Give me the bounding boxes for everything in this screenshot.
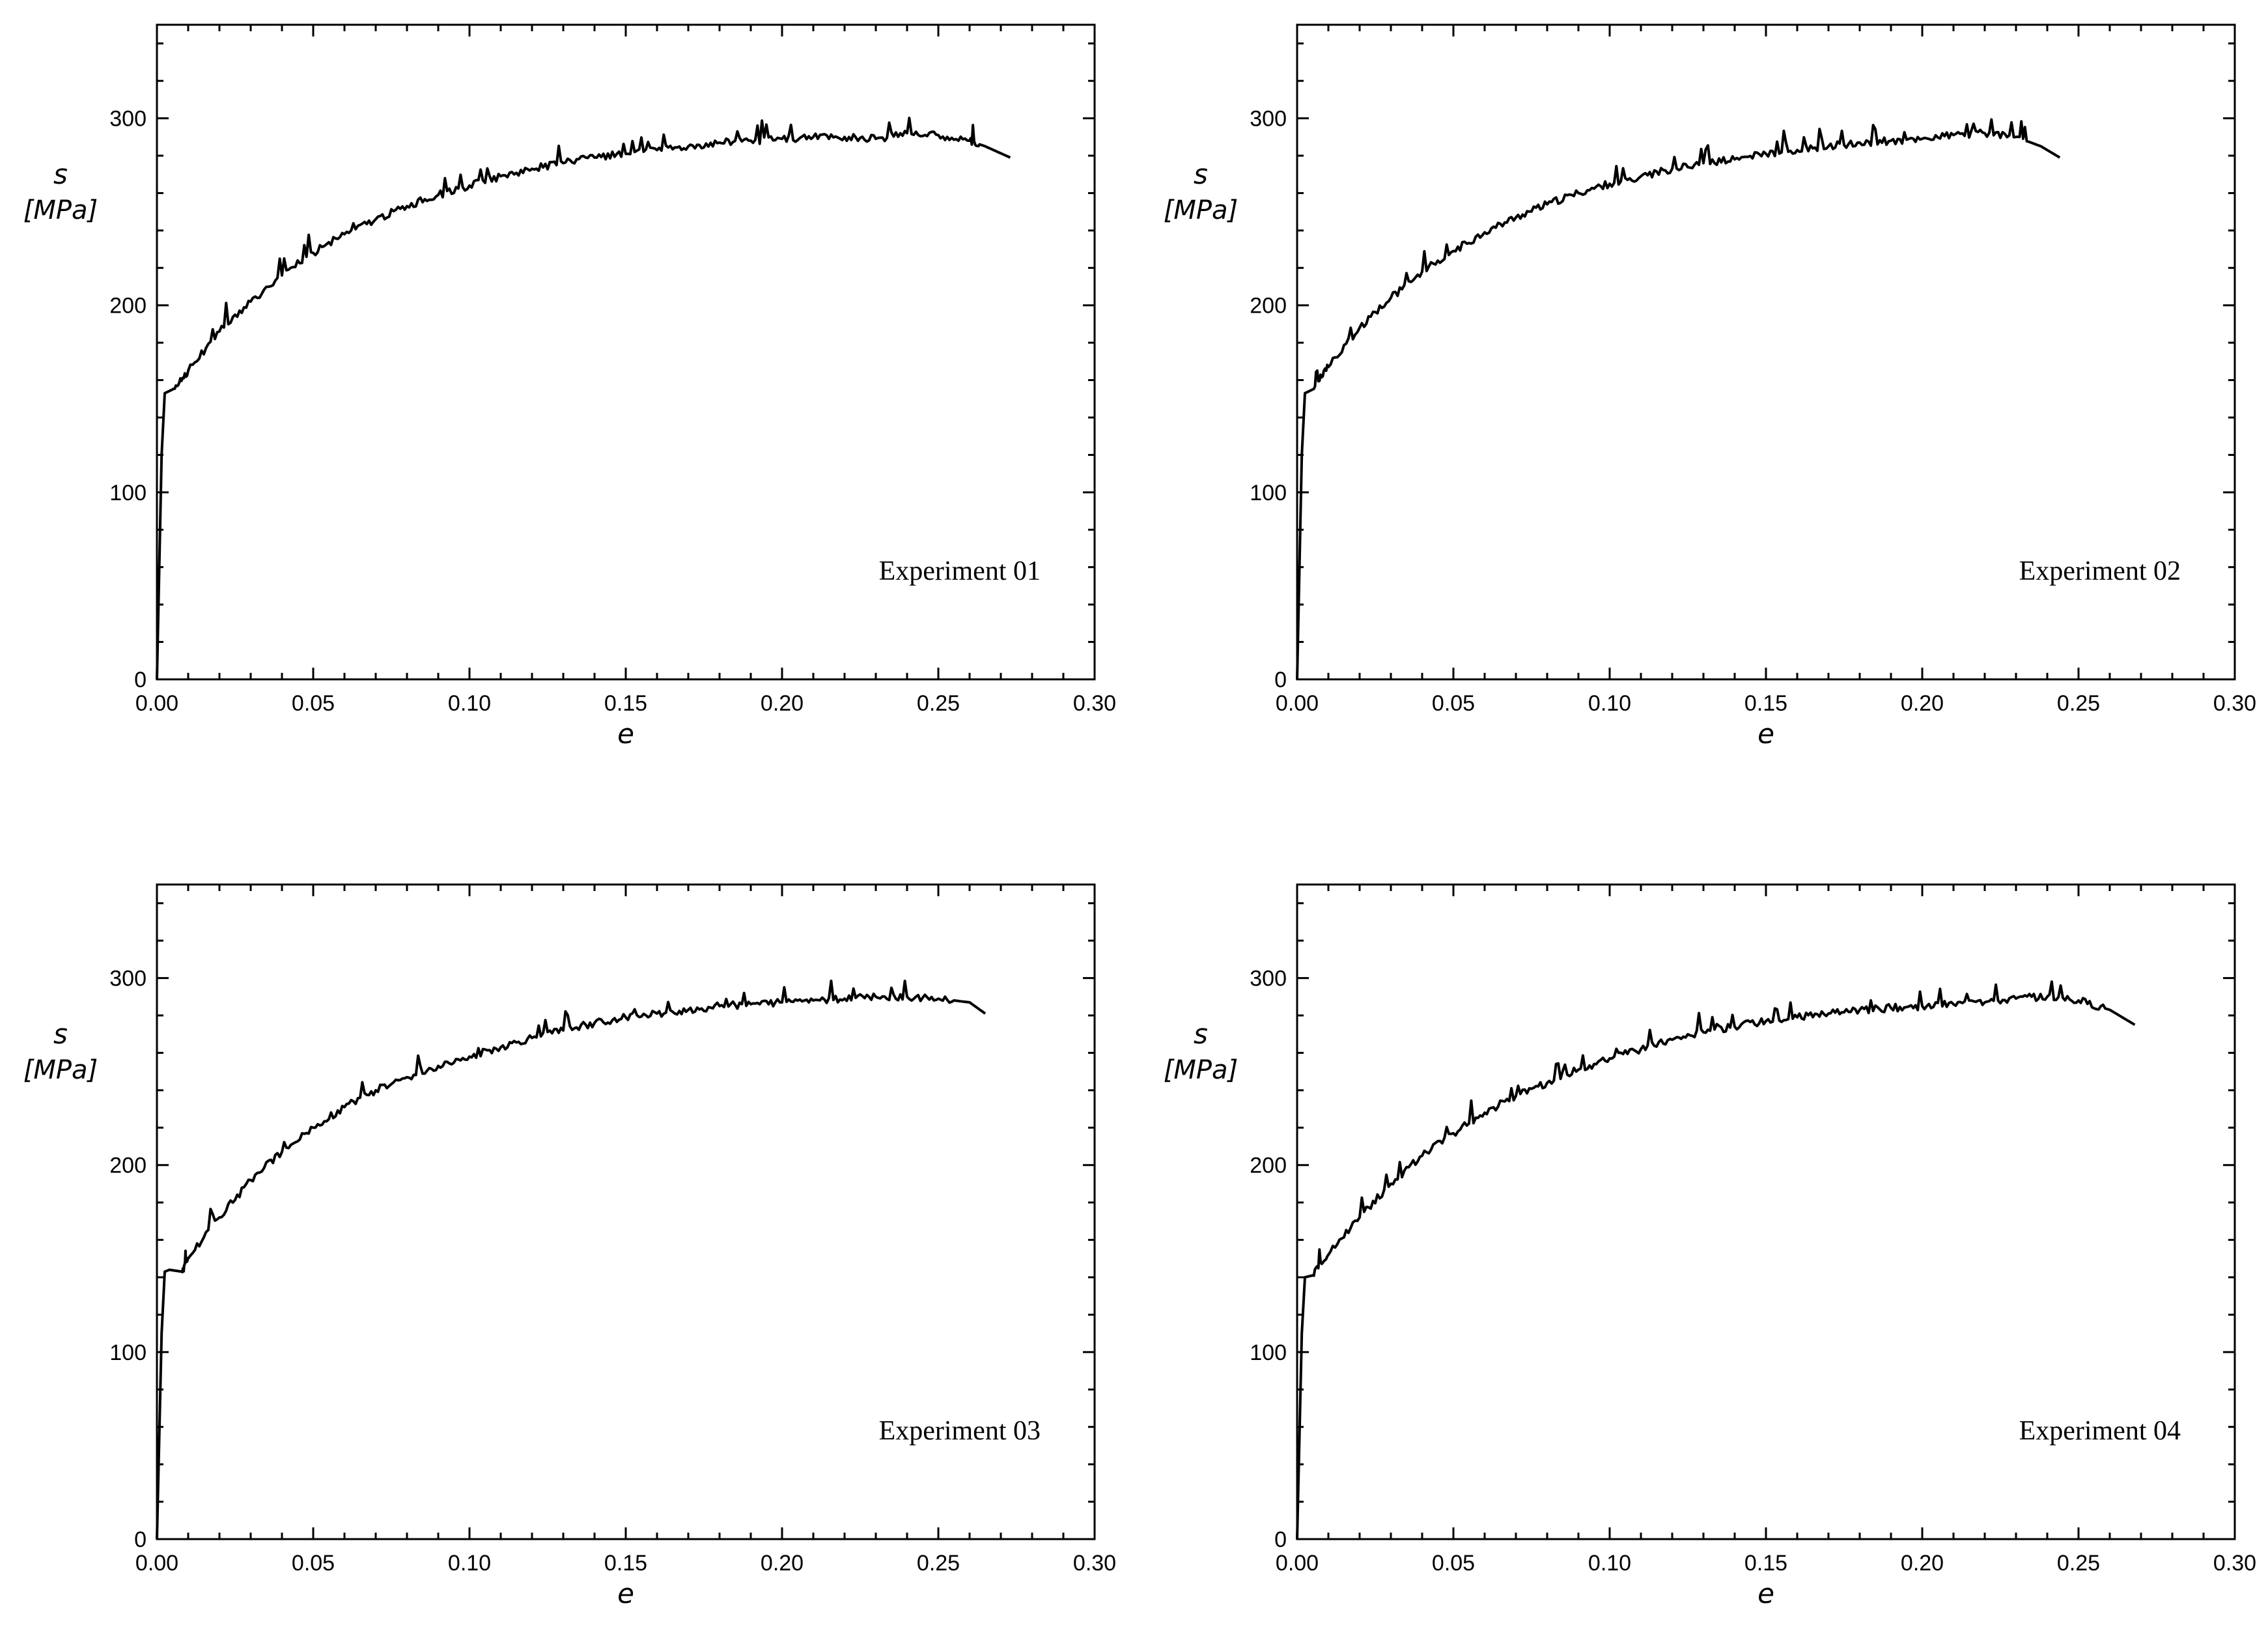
y-tick-label: 100 xyxy=(1250,1340,1287,1365)
x-axis-title: e xyxy=(1757,1578,1774,1609)
x-tick-label: 0.05 xyxy=(1432,1551,1475,1576)
x-tick-label: 0.10 xyxy=(448,691,491,716)
experiment-label: Experiment 03 xyxy=(879,1416,1041,1446)
panel-experiment-03: 0.00 0.05 0.10 0.15 0.20 0.25 0.30 0 100 200 300 e s… xyxy=(23,883,1116,1609)
x-tick-label: 0.25 xyxy=(2057,691,2100,716)
stress-strain-curve xyxy=(156,117,1011,680)
x-tick-label: 0.20 xyxy=(761,1551,804,1576)
panel-experiment-04: 0.00 0.05 0.10 0.15 0.20 0.25 0.30 0 100 200 300 e s… xyxy=(1164,883,2256,1609)
panel-experiment-01: 0.00 0.05 0.10 0.15 0.20 0.25 0.30 0 100 200 300 e s… xyxy=(23,23,1116,750)
x-tick-label: 0.05 xyxy=(292,691,335,716)
x-tick-label: 0.05 xyxy=(292,1551,335,1576)
y-tick-label: 100 xyxy=(109,1340,147,1365)
x-tick-label: 0.30 xyxy=(1073,1551,1116,1576)
experiment-label: Experiment 01 xyxy=(879,556,1041,586)
y-axis-unit: [MPa] xyxy=(1164,195,1238,225)
y-tick-label: 200 xyxy=(109,294,147,319)
y-tick-label: 300 xyxy=(109,107,147,132)
x-axis-title: e xyxy=(1757,718,1774,750)
y-tick-label: 200 xyxy=(109,1154,147,1178)
y-axis-unit: [MPa] xyxy=(23,1055,98,1085)
experiment-label: Experiment 02 xyxy=(2019,556,2181,586)
x-tick-label: 0.10 xyxy=(1588,691,1631,716)
y-tick-label: 0 xyxy=(134,668,147,692)
x-tick-label: 0.15 xyxy=(1744,691,1787,716)
panel-experiment-02: 0.00 0.05 0.10 0.15 0.20 0.25 0.30 0 100 200 300 e s… xyxy=(1164,23,2256,750)
y-axis-title: s xyxy=(53,1018,68,1050)
y-tick-label: 0 xyxy=(1274,1527,1287,1552)
x-axis-title: e xyxy=(617,718,634,750)
y-tick-label: 300 xyxy=(109,967,147,991)
x-tick-label: 0.20 xyxy=(761,691,804,716)
y-tick-label: 300 xyxy=(1250,107,1287,132)
x-tick-label: 0.10 xyxy=(1588,1551,1631,1576)
x-tick-label: 0.00 xyxy=(135,691,178,716)
y-tick-label: 100 xyxy=(1250,481,1287,505)
y-tick-label: 300 xyxy=(1250,967,1287,991)
y-axis-title: s xyxy=(53,158,68,190)
x-tick-label: 0.25 xyxy=(917,1551,960,1576)
x-tick-label: 0.00 xyxy=(135,1551,178,1576)
y-axis-unit: [MPa] xyxy=(1164,1055,1238,1085)
x-tick-label: 0.20 xyxy=(1901,691,1944,716)
x-tick-label: 0.15 xyxy=(1744,1551,1787,1576)
x-tick-label: 0.25 xyxy=(2057,1551,2100,1576)
y-axis-unit: [MPa] xyxy=(23,195,98,225)
x-tick-label: 0.00 xyxy=(1276,691,1319,716)
x-tick-label: 0.25 xyxy=(917,691,960,716)
stress-strain-curve xyxy=(156,980,987,1540)
y-tick-label: 0 xyxy=(1274,668,1287,692)
y-axis-title: s xyxy=(1194,1018,1208,1050)
x-tick-label: 0.05 xyxy=(1432,691,1475,716)
y-tick-label: 200 xyxy=(1250,1154,1287,1178)
x-tick-label: 0.30 xyxy=(1073,691,1116,716)
x-axis-title: e xyxy=(617,1578,634,1609)
y-tick-label: 100 xyxy=(109,481,147,505)
y-axis-title: s xyxy=(1194,158,1208,190)
x-tick-label: 0.30 xyxy=(2213,691,2256,716)
x-tick-label: 0.00 xyxy=(1276,1551,1319,1576)
x-tick-label: 0.30 xyxy=(2213,1551,2256,1576)
x-tick-label: 0.20 xyxy=(1901,1551,1944,1576)
x-tick-label: 0.15 xyxy=(604,691,647,716)
stress-strain-curve xyxy=(1296,118,2061,680)
x-tick-label: 0.10 xyxy=(448,1551,491,1576)
stress-strain-curve xyxy=(1296,980,2136,1540)
y-tick-label: 200 xyxy=(1250,294,1287,319)
x-tick-label: 0.15 xyxy=(604,1551,647,1576)
y-tick-label: 0 xyxy=(134,1527,147,1552)
experiment-label: Experiment 04 xyxy=(2019,1416,2181,1446)
